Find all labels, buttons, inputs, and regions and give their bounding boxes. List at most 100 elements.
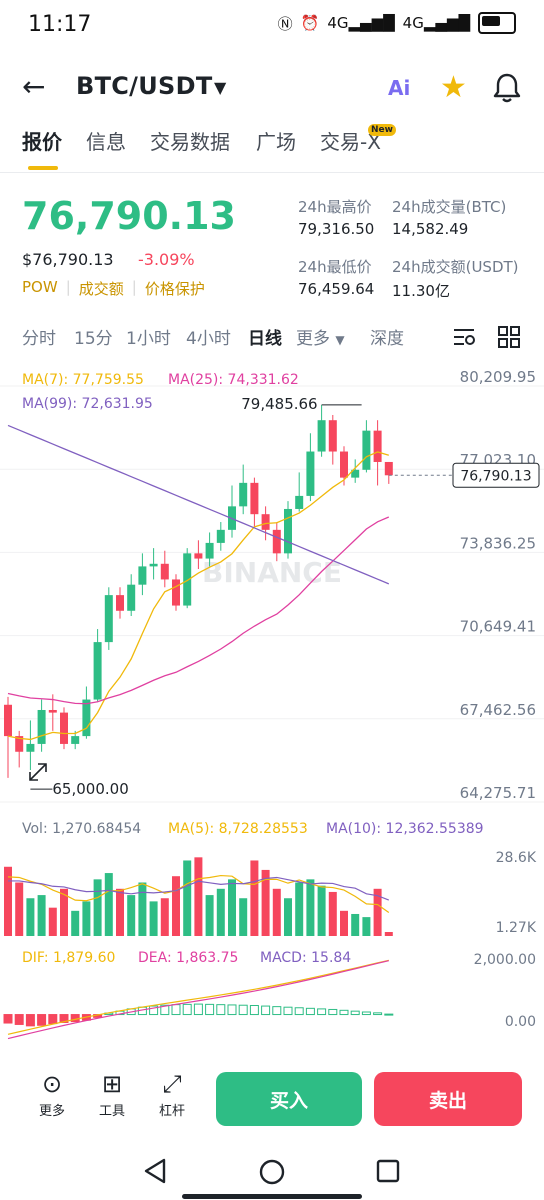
- alarm-icon: ⏰: [300, 14, 320, 32]
- volume-bar: [127, 895, 136, 936]
- current-price-tag-box: [452, 462, 540, 488]
- tag-separator: |: [131, 278, 137, 296]
- price-change: -3.09%: [138, 250, 195, 269]
- candle: [4, 704, 12, 737]
- candle: [261, 514, 270, 530]
- tag-pow[interactable]: POW: [22, 278, 58, 296]
- candle: [160, 563, 169, 580]
- volume-bar: [149, 901, 158, 936]
- candle: [104, 595, 113, 643]
- candle: [295, 495, 304, 509]
- macd-bar: [249, 1005, 259, 1016]
- volume-bar: [250, 860, 259, 936]
- candle: [194, 553, 203, 559]
- tab-quote[interactable]: 报价: [22, 130, 62, 154]
- tag-price-protection[interactable]: 价格保护: [144, 280, 205, 298]
- volume-bar: [373, 888, 382, 936]
- pair-title[interactable]: BTC/USDT: [76, 72, 213, 100]
- macd-bar: [25, 1014, 35, 1027]
- volume-bar: [138, 882, 147, 936]
- volume-bar: [160, 898, 169, 936]
- buy-button[interactable]: 买入: [216, 1072, 362, 1126]
- tag-turnover[interactable]: 成交额: [78, 280, 124, 298]
- dif-line: [7, 959, 389, 1035]
- macd-bar: [305, 1007, 315, 1016]
- bell-icon[interactable]: [492, 72, 522, 108]
- nav-recents-icon[interactable]: [376, 1159, 400, 1183]
- dea-label: DEA: 1,863.75: [138, 950, 238, 966]
- grid-layout-icon[interactable]: [498, 326, 520, 353]
- ai-icon[interactable]: Ai: [388, 76, 411, 100]
- expand-icon[interactable]: [29, 763, 47, 781]
- candle: [351, 469, 360, 478]
- macd-bar: [182, 1003, 192, 1016]
- macd-bar: [227, 1004, 237, 1016]
- macd-bar: [37, 1014, 47, 1026]
- vol-ma5-line: [7, 874, 390, 914]
- range-more[interactable]: 更多 ▼: [296, 329, 345, 349]
- macd-bar: [272, 1006, 282, 1016]
- usd-price: $76,790.13: [22, 250, 114, 269]
- macd-bar: [14, 1014, 24, 1025]
- tab-info[interactable]: 信息: [86, 130, 126, 154]
- nav-back-icon[interactable]: [144, 1158, 168, 1184]
- high-value: 79,316.50: [298, 220, 375, 238]
- vol-axis-bottom: 1.27K: [496, 920, 537, 936]
- macd-bar: [261, 1005, 271, 1016]
- star-icon[interactable]: ★: [440, 70, 467, 105]
- range-1h[interactable]: 1小时: [126, 329, 171, 349]
- active-tab-indicator: [28, 166, 58, 170]
- candlestick-chart[interactable]: BINANCE MA(7): 77,759.55 MA(25): 74,331.…: [0, 360, 544, 940]
- back-arrow-icon[interactable]: ←: [22, 70, 46, 103]
- range-depth[interactable]: 深度: [370, 329, 404, 349]
- volume-bar: [295, 882, 304, 936]
- candle: [306, 451, 315, 496]
- price-axis-label: 67,462.56: [460, 701, 536, 719]
- caret-down-icon[interactable]: ▼: [214, 78, 227, 97]
- range-timeshare[interactable]: 分时: [22, 329, 56, 349]
- volume-bar: [26, 898, 35, 936]
- price-axis-label: 64,275.71: [460, 784, 536, 802]
- macd-bar: [216, 1004, 226, 1016]
- macd-bar: [193, 1003, 203, 1016]
- tools-grid-icon: ⊞: [101, 1070, 123, 1098]
- range-1d[interactable]: 日线: [248, 329, 282, 349]
- watermark: BINANCE: [202, 556, 342, 589]
- macd-bar: [373, 1012, 383, 1016]
- vol-usdt-value: 11.30亿: [392, 282, 450, 300]
- nav-home-icon[interactable]: [258, 1158, 286, 1186]
- volume-bar: [93, 879, 102, 936]
- volume-bar: [15, 882, 24, 936]
- range-4h[interactable]: 4小时: [186, 329, 231, 349]
- tools-button[interactable]: ⊞ 工具: [82, 1068, 142, 1119]
- dea-line: [7, 960, 389, 1040]
- volume-bar: [328, 891, 337, 936]
- signal-icon-1: 4G▂▄▆█: [327, 14, 395, 32]
- range-15m[interactable]: 15分: [74, 329, 113, 349]
- sell-button[interactable]: 卖出: [374, 1072, 522, 1126]
- nfc-icon: Ⓝ: [277, 14, 293, 33]
- leverage-button[interactable]: ⤢ 杠杆: [142, 1068, 202, 1119]
- macd-chart[interactable]: DIF: 1,879.60 DEA: 1,863.75 MACD: 15.84 …: [0, 940, 544, 1040]
- candle: [60, 712, 68, 744]
- candle: [216, 529, 225, 543]
- leverage-icon: ⤢: [162, 1070, 182, 1098]
- ma99-label: MA(99): 72,631.95: [22, 396, 153, 412]
- macd-label: MACD: 15.84: [260, 950, 351, 966]
- low-label: 24h最低价: [298, 258, 372, 276]
- ma25-line: [7, 516, 390, 705]
- candle: [205, 542, 214, 559]
- more-button[interactable]: ⊙ 更多: [22, 1068, 82, 1119]
- ma7-line: [7, 451, 389, 741]
- macd-bar: [59, 1014, 69, 1023]
- vol-ma10-label: MA(10): 12,362.55389: [326, 821, 484, 837]
- volume-bar: [172, 876, 180, 936]
- candle: [284, 508, 292, 554]
- status-time: 11:17: [28, 12, 92, 37]
- price-axis-label: 80,209.95: [460, 368, 536, 386]
- macd-bar: [205, 1003, 215, 1016]
- tab-trading-data[interactable]: 交易数据: [150, 130, 230, 154]
- tab-square[interactable]: 广场: [256, 130, 296, 154]
- macd-bar: [48, 1014, 58, 1025]
- chart-settings-icon[interactable]: [452, 326, 476, 353]
